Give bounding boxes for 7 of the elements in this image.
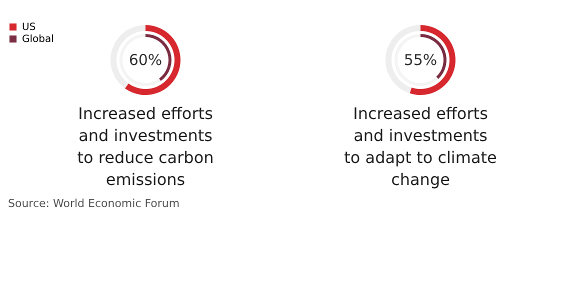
source-note: Source: World Economic Forum: [8, 197, 180, 210]
legend-label: US: [22, 22, 36, 33]
text: 60%: [128, 51, 162, 69]
text: 55%: [404, 51, 438, 69]
text: Increased efforts and investments to reduce carbon emissions: [77, 104, 214, 189]
text: Increased efforts and investments to adapt to climate change: [344, 104, 497, 189]
legend-label: Global: [22, 34, 54, 45]
